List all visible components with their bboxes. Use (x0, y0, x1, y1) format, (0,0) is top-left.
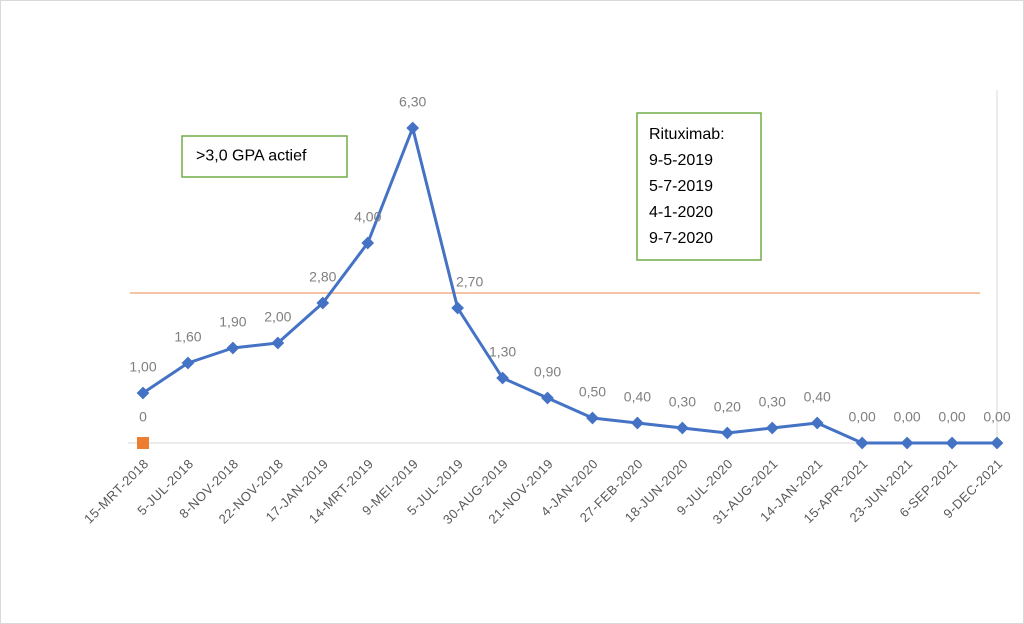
data-label: 0,50 (579, 384, 606, 400)
data-label: 0,30 (759, 394, 786, 410)
data-label: 1,30 (489, 344, 516, 360)
annotation-line: 9-7-2020 (649, 230, 713, 247)
data-label: 0,40 (624, 389, 651, 405)
data-label: 0,00 (983, 409, 1010, 425)
data-label: 0,00 (938, 409, 965, 425)
point-marker (316, 296, 330, 310)
point-marker (271, 336, 285, 350)
data-label: 6,30 (399, 94, 426, 110)
point-marker (137, 437, 149, 449)
data-label: 0,40 (804, 389, 831, 405)
data-label: 0,30 (669, 394, 696, 410)
annotation-line: 9-5-2019 (649, 152, 713, 169)
point-marker (181, 356, 195, 370)
point-marker (361, 236, 375, 250)
data-label: 2,00 (264, 309, 291, 325)
data-label: 1,60 (174, 329, 201, 345)
annotation-line: Rituximab: (649, 126, 725, 143)
data-label: 2,80 (309, 269, 336, 285)
point-marker (406, 121, 420, 135)
data-label: 0,90 (534, 364, 561, 380)
data-line (142, 126, 997, 445)
data-label: 0,20 (714, 399, 741, 415)
annotation-text: >3,0 GPA actief (196, 148, 307, 165)
data-label: 1,90 (219, 314, 246, 330)
data-label: 0 (139, 409, 147, 425)
point-marker (226, 341, 240, 355)
point-marker (451, 301, 464, 315)
annotation-box (636, 112, 762, 261)
point-marker (136, 386, 150, 400)
data-label: 2,70 (456, 274, 483, 290)
annotation-box (181, 135, 348, 178)
annotation-line: 4-1-2020 (649, 204, 713, 221)
data-label: 4,00 (354, 209, 381, 225)
data-label: 1,00 (129, 359, 156, 375)
data-label: 0,00 (849, 409, 876, 425)
data-label: 0,00 (893, 409, 920, 425)
point-marker (496, 371, 509, 385)
annotation-line: 5-7-2019 (649, 178, 713, 195)
